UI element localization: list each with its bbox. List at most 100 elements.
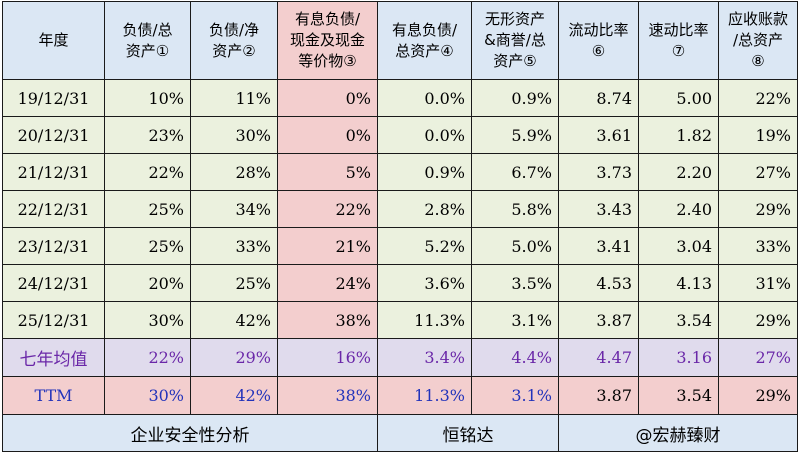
header-line: 等价物③ [298, 52, 357, 70]
table-cell: 3.6% [377, 264, 472, 302]
header-line: 负债/净 [208, 20, 260, 39]
header-line: 现金及现金 [289, 31, 365, 49]
table-cell: 27% [718, 338, 798, 377]
table-cell: 30% [104, 376, 191, 415]
table-cell: 38% [277, 376, 378, 415]
table-cell: 0.0% [377, 116, 472, 154]
header-current-ratio: 流动比率 ⑥ [558, 1, 639, 80]
year-cell: 19/12/31 [2, 79, 105, 117]
table-cell: 3.87 [558, 376, 639, 415]
table-cell: 29% [718, 376, 798, 415]
table-cell: 3.61 [558, 116, 639, 154]
table-cell: 25% [190, 264, 278, 302]
table-cell: 0.0% [377, 79, 472, 117]
table-row: 19/12/31 10% 11% 0% 0.0% 0.9% 8.74 5.00 22% [2, 79, 798, 117]
header-quick-ratio: 速动比率 ⑦ [638, 1, 719, 80]
average-row: 七年均值 22% 29% 16% 3.4% 4.4% 4.47 3.16 27% [2, 338, 798, 377]
header-interest-debt-to-cash: 有息负债/现金及现金等价物③ [277, 1, 378, 80]
header-receivables-to-assets: 应收账款/总资产 ⑧ [718, 1, 798, 80]
safety-analysis-table: 年度 负债/总资产① 负债/净资产② 有息负债/现金及现金等价物③ 有息负债/总… [2, 1, 798, 452]
table-cell: 1.82 [638, 116, 719, 154]
footer-title: 企业安全性分析 [2, 414, 378, 452]
table-row: 25/12/31 30% 42% 38% 11.3% 3.1% 3.87 3.54 29% [2, 301, 798, 339]
table-cell: 16% [277, 338, 378, 377]
table-cell: 5.2% [377, 227, 472, 265]
table-cell: 6.7% [471, 153, 559, 191]
table-row: 20/12/31 23% 30% 0% 0.0% 5.9% 3.61 1.82 19% [2, 116, 798, 154]
header-line: 无形资产 [484, 10, 545, 28]
table-cell: 34% [190, 190, 278, 228]
table-row: 24/12/31 20% 25% 24% 3.6% 3.5% 4.53 4.13 31% [2, 264, 798, 302]
table-cell: 2.20 [638, 153, 719, 191]
table-cell: 5.00 [638, 79, 719, 117]
header-line: 资产① [125, 41, 170, 60]
header-line: 有息负债/ [391, 20, 458, 39]
table-cell: 23% [104, 116, 191, 154]
table-cell: 38% [277, 301, 378, 339]
table-cell: 22% [104, 338, 191, 377]
table-cell: 3.54 [638, 376, 719, 415]
table-cell: 3.1% [471, 376, 559, 415]
table-cell: 3.5% [471, 264, 559, 302]
table-row: 21/12/31 22% 28% 5% 0.9% 6.7% 3.73 2.20 27% [2, 153, 798, 191]
table-cell: 8.74 [558, 79, 639, 117]
table-cell: 22% [277, 190, 378, 228]
table-cell: 10% [104, 79, 191, 117]
footer-company: 恒铭达 [377, 414, 559, 452]
table-cell: 5% [277, 153, 378, 191]
table-row: 23/12/31 25% 33% 21% 5.2% 5.0% 3.41 3.04 33% [2, 227, 798, 265]
header-line: ⑥ [591, 41, 606, 60]
header-line: 资产⑤ [493, 52, 537, 70]
average-label: 七年均值 [2, 338, 105, 377]
table-cell: 11.3% [377, 301, 472, 339]
table-cell: 2.8% [377, 190, 472, 228]
table-cell: 29% [718, 190, 798, 228]
table-cell: 3.04 [638, 227, 719, 265]
table-cell: 33% [718, 227, 798, 265]
header-line: 资产② [212, 41, 256, 60]
header-line: 速动比率 [648, 20, 709, 39]
header-line: 负债/总 [122, 20, 173, 39]
year-cell: 20/12/31 [2, 116, 105, 154]
table-cell: 29% [718, 301, 798, 339]
header-line: 年度 [38, 31, 69, 49]
table-cell: 30% [104, 301, 191, 339]
table-cell: 5.8% [471, 190, 559, 228]
table-cell: 4.47 [558, 338, 639, 377]
year-cell: 25/12/31 [2, 301, 105, 339]
table-cell: 3.41 [558, 227, 639, 265]
header-line: &商誉/总 [484, 31, 546, 49]
table-cell: 33% [190, 227, 278, 265]
year-cell: 24/12/31 [2, 264, 105, 302]
table-cell: 19% [718, 116, 798, 154]
table-cell: 5.9% [471, 116, 559, 154]
table-cell: 24% [277, 264, 378, 302]
ttm-row: TTM 30% 42% 38% 11.3% 3.1% 3.87 3.54 29% [2, 376, 798, 415]
table-cell: 3.43 [558, 190, 639, 228]
table-cell: 29% [190, 338, 278, 377]
table-cell: 0.9% [471, 79, 559, 117]
table-row: 22/12/31 25% 34% 22% 2.8% 5.8% 3.43 2.40 29% [2, 190, 798, 228]
table-cell: 31% [718, 264, 798, 302]
table-cell: 30% [190, 116, 278, 154]
header-line: ⑦ [671, 41, 686, 60]
table-cell: 3.4% [377, 338, 472, 377]
table-cell: 20% [104, 264, 191, 302]
table-cell: 2.40 [638, 190, 719, 228]
header-line: 有息负债/ [294, 10, 361, 28]
table-cell: 0% [277, 116, 378, 154]
table-cell: 25% [104, 190, 191, 228]
table-cell: 21% [277, 227, 378, 265]
table-cell: 3.1% [471, 301, 559, 339]
table-cell: 11% [190, 79, 278, 117]
header-line: /总资产 [732, 31, 784, 49]
table-cell: 27% [718, 153, 798, 191]
table-cell: 3.87 [558, 301, 639, 339]
table-cell: 22% [104, 153, 191, 191]
header-line: 总资产④ [395, 41, 454, 60]
header-debt-to-equity: 负债/净资产② [190, 1, 278, 80]
year-cell: 22/12/31 [2, 190, 105, 228]
header-year: 年度 [2, 1, 105, 80]
table-cell: 3.54 [638, 301, 719, 339]
